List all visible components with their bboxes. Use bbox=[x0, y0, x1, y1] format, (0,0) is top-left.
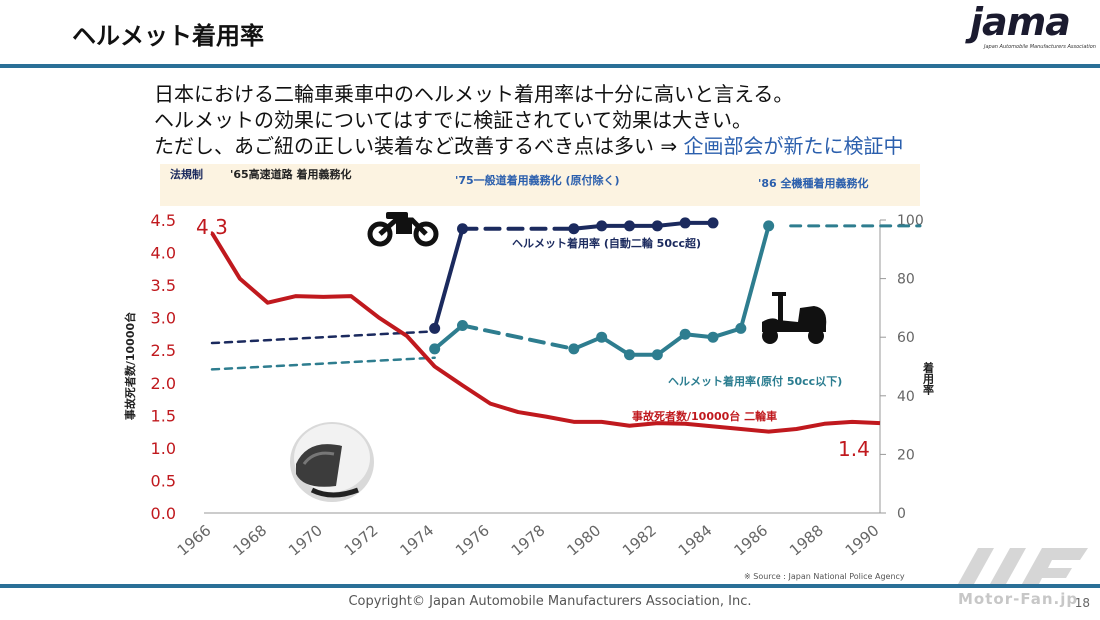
moped-rate-segment bbox=[460, 323, 576, 351]
copyright-text: Copyright© Japan Automobile Manufacturer… bbox=[348, 594, 752, 609]
moped-rate-point bbox=[596, 331, 608, 343]
moped-rate-point bbox=[568, 343, 580, 355]
left-tick: 4.0 bbox=[151, 244, 176, 263]
moped-rate-segment bbox=[738, 223, 771, 331]
right-tick: 60 bbox=[897, 330, 915, 346]
logo-subtitle: Japan Automobile Manufacturers Associati… bbox=[984, 44, 1096, 50]
moped-rate-segment bbox=[655, 332, 688, 357]
left-tick: 3.0 bbox=[151, 309, 176, 328]
right-tick: 20 bbox=[897, 447, 915, 463]
moped-rate-point bbox=[707, 331, 719, 343]
pre-trend-line bbox=[210, 330, 436, 345]
band-event-1975: '75一般道着用義務化 (原付除く) bbox=[455, 173, 620, 187]
x-tick: 1982 bbox=[619, 521, 660, 559]
band-event-1986: '86 全機種着用義務化 bbox=[758, 176, 869, 190]
helmet-icon bbox=[290, 422, 374, 502]
right-axis-ticks: 0 20 40 60 80 100 bbox=[880, 213, 924, 522]
right-tick: 40 bbox=[897, 389, 915, 405]
motorcycle-rate-point bbox=[596, 220, 608, 232]
left-tick: 0.0 bbox=[151, 504, 176, 523]
left-tick: 2.0 bbox=[151, 374, 176, 393]
right-tick: 0 bbox=[897, 506, 906, 522]
motorcycle-series-label: ヘルメット着用率 (自動二輪 50cc超) bbox=[512, 236, 701, 250]
left-tick: 2.5 bbox=[151, 341, 176, 360]
x-tick: 1970 bbox=[285, 521, 326, 559]
fatality-end-label: 1.4 bbox=[838, 437, 870, 461]
motorcycle-rate-point bbox=[429, 322, 441, 334]
moped-rate-point bbox=[679, 328, 691, 340]
x-tick: 1972 bbox=[341, 521, 382, 559]
band-label: 法規制 bbox=[170, 167, 203, 181]
fatality-start-label: 4.3 bbox=[196, 215, 228, 239]
motorcycle-rate-point bbox=[679, 217, 691, 229]
moped-rate-point bbox=[651, 349, 663, 361]
pre-trend-line bbox=[210, 356, 436, 371]
motorcycle-rate-point bbox=[624, 220, 635, 232]
page-number: 18 bbox=[1074, 596, 1090, 610]
x-tick: 1978 bbox=[508, 521, 549, 559]
x-tick: 1988 bbox=[786, 521, 827, 559]
message-highlight: 企画部会が新たに検証中 bbox=[683, 134, 904, 158]
footer-divider bbox=[0, 584, 1100, 588]
motorcycle-rate-point bbox=[707, 217, 719, 229]
moped-rate-point bbox=[429, 343, 441, 355]
regulation-band bbox=[160, 164, 920, 206]
motorcycle-rate-segment bbox=[432, 226, 465, 331]
x-tick: 1990 bbox=[842, 521, 883, 559]
x-tick: 1986 bbox=[730, 521, 771, 559]
message-line-3-text: ただし、あご紐の正しい装着など改善するべき点は多い ⇒ bbox=[154, 134, 684, 158]
motorcycle-rate-point bbox=[568, 223, 580, 235]
left-tick: 1.0 bbox=[151, 439, 176, 458]
motorcycle-rate-point bbox=[457, 223, 468, 235]
motorcycle-rate-point bbox=[651, 220, 663, 232]
moped-rate-point bbox=[457, 319, 468, 331]
moped-rate-point bbox=[624, 349, 635, 361]
header-divider bbox=[0, 64, 1100, 68]
x-axis-ticks: 1966 1968 1970 1972 1974 1976 1978 1980 … bbox=[174, 521, 883, 559]
left-axis-label: 事故死者数/10000台 bbox=[123, 312, 137, 420]
x-tick: 1966 bbox=[174, 521, 215, 559]
fatality-series-line bbox=[210, 231, 881, 434]
source-note: ※ Source : Japan National Police Agency bbox=[744, 572, 905, 581]
x-tick: 1968 bbox=[229, 521, 270, 559]
x-tick: 1974 bbox=[396, 521, 437, 559]
left-tick: 4.5 bbox=[151, 211, 176, 230]
motorcycle-icon bbox=[367, 212, 439, 247]
logo-wordmark: jama bbox=[970, 0, 1071, 44]
right-tick: 80 bbox=[897, 272, 915, 288]
x-tick: 1976 bbox=[452, 521, 493, 559]
message-line-2: ヘルメットの効果についてはすでに検証されていて効果は大きい。 bbox=[154, 108, 752, 132]
moped-rate-point bbox=[735, 322, 747, 334]
band-event-1965: '65高速道路 着用義務化 bbox=[230, 167, 352, 181]
left-tick: 1.5 bbox=[151, 406, 176, 425]
watermark-text: Motor-Fan.jp bbox=[958, 590, 1079, 608]
left-axis-ticks: 0.0 0.5 1.0 1.5 2.0 2.5 3.0 3.5 4.0 4.5 bbox=[151, 211, 176, 523]
scooter-icon bbox=[762, 292, 827, 344]
left-tick: 0.5 bbox=[151, 471, 176, 490]
motorfan-watermark-logo bbox=[958, 548, 1088, 584]
x-tick: 1980 bbox=[563, 521, 604, 559]
message-line-1: 日本における二輪車乗車中のヘルメット着用率は十分に高いと言える。 bbox=[154, 82, 794, 106]
left-tick: 3.5 bbox=[151, 276, 176, 295]
slide-title: ヘルメット着用率 bbox=[72, 22, 264, 50]
moped-series-label: ヘルメット着用率(原付 50cc以下) bbox=[668, 374, 842, 388]
jama-logo: jama Japan Automobile Manufacturers Asso… bbox=[966, 0, 1096, 54]
series-layer bbox=[210, 217, 922, 434]
message-line-3: ただし、あご紐の正しい装着など改善するべき点は多い ⇒ 企画部会が新たに検証中 bbox=[154, 130, 903, 159]
right-axis-label: 着用率 bbox=[922, 361, 936, 396]
moped-rate-segment bbox=[432, 323, 465, 351]
fatality-series-label: 事故死者数/10000台 二輪車 bbox=[632, 409, 777, 423]
moped-rate-point bbox=[763, 220, 775, 232]
x-tick: 1984 bbox=[675, 521, 716, 559]
